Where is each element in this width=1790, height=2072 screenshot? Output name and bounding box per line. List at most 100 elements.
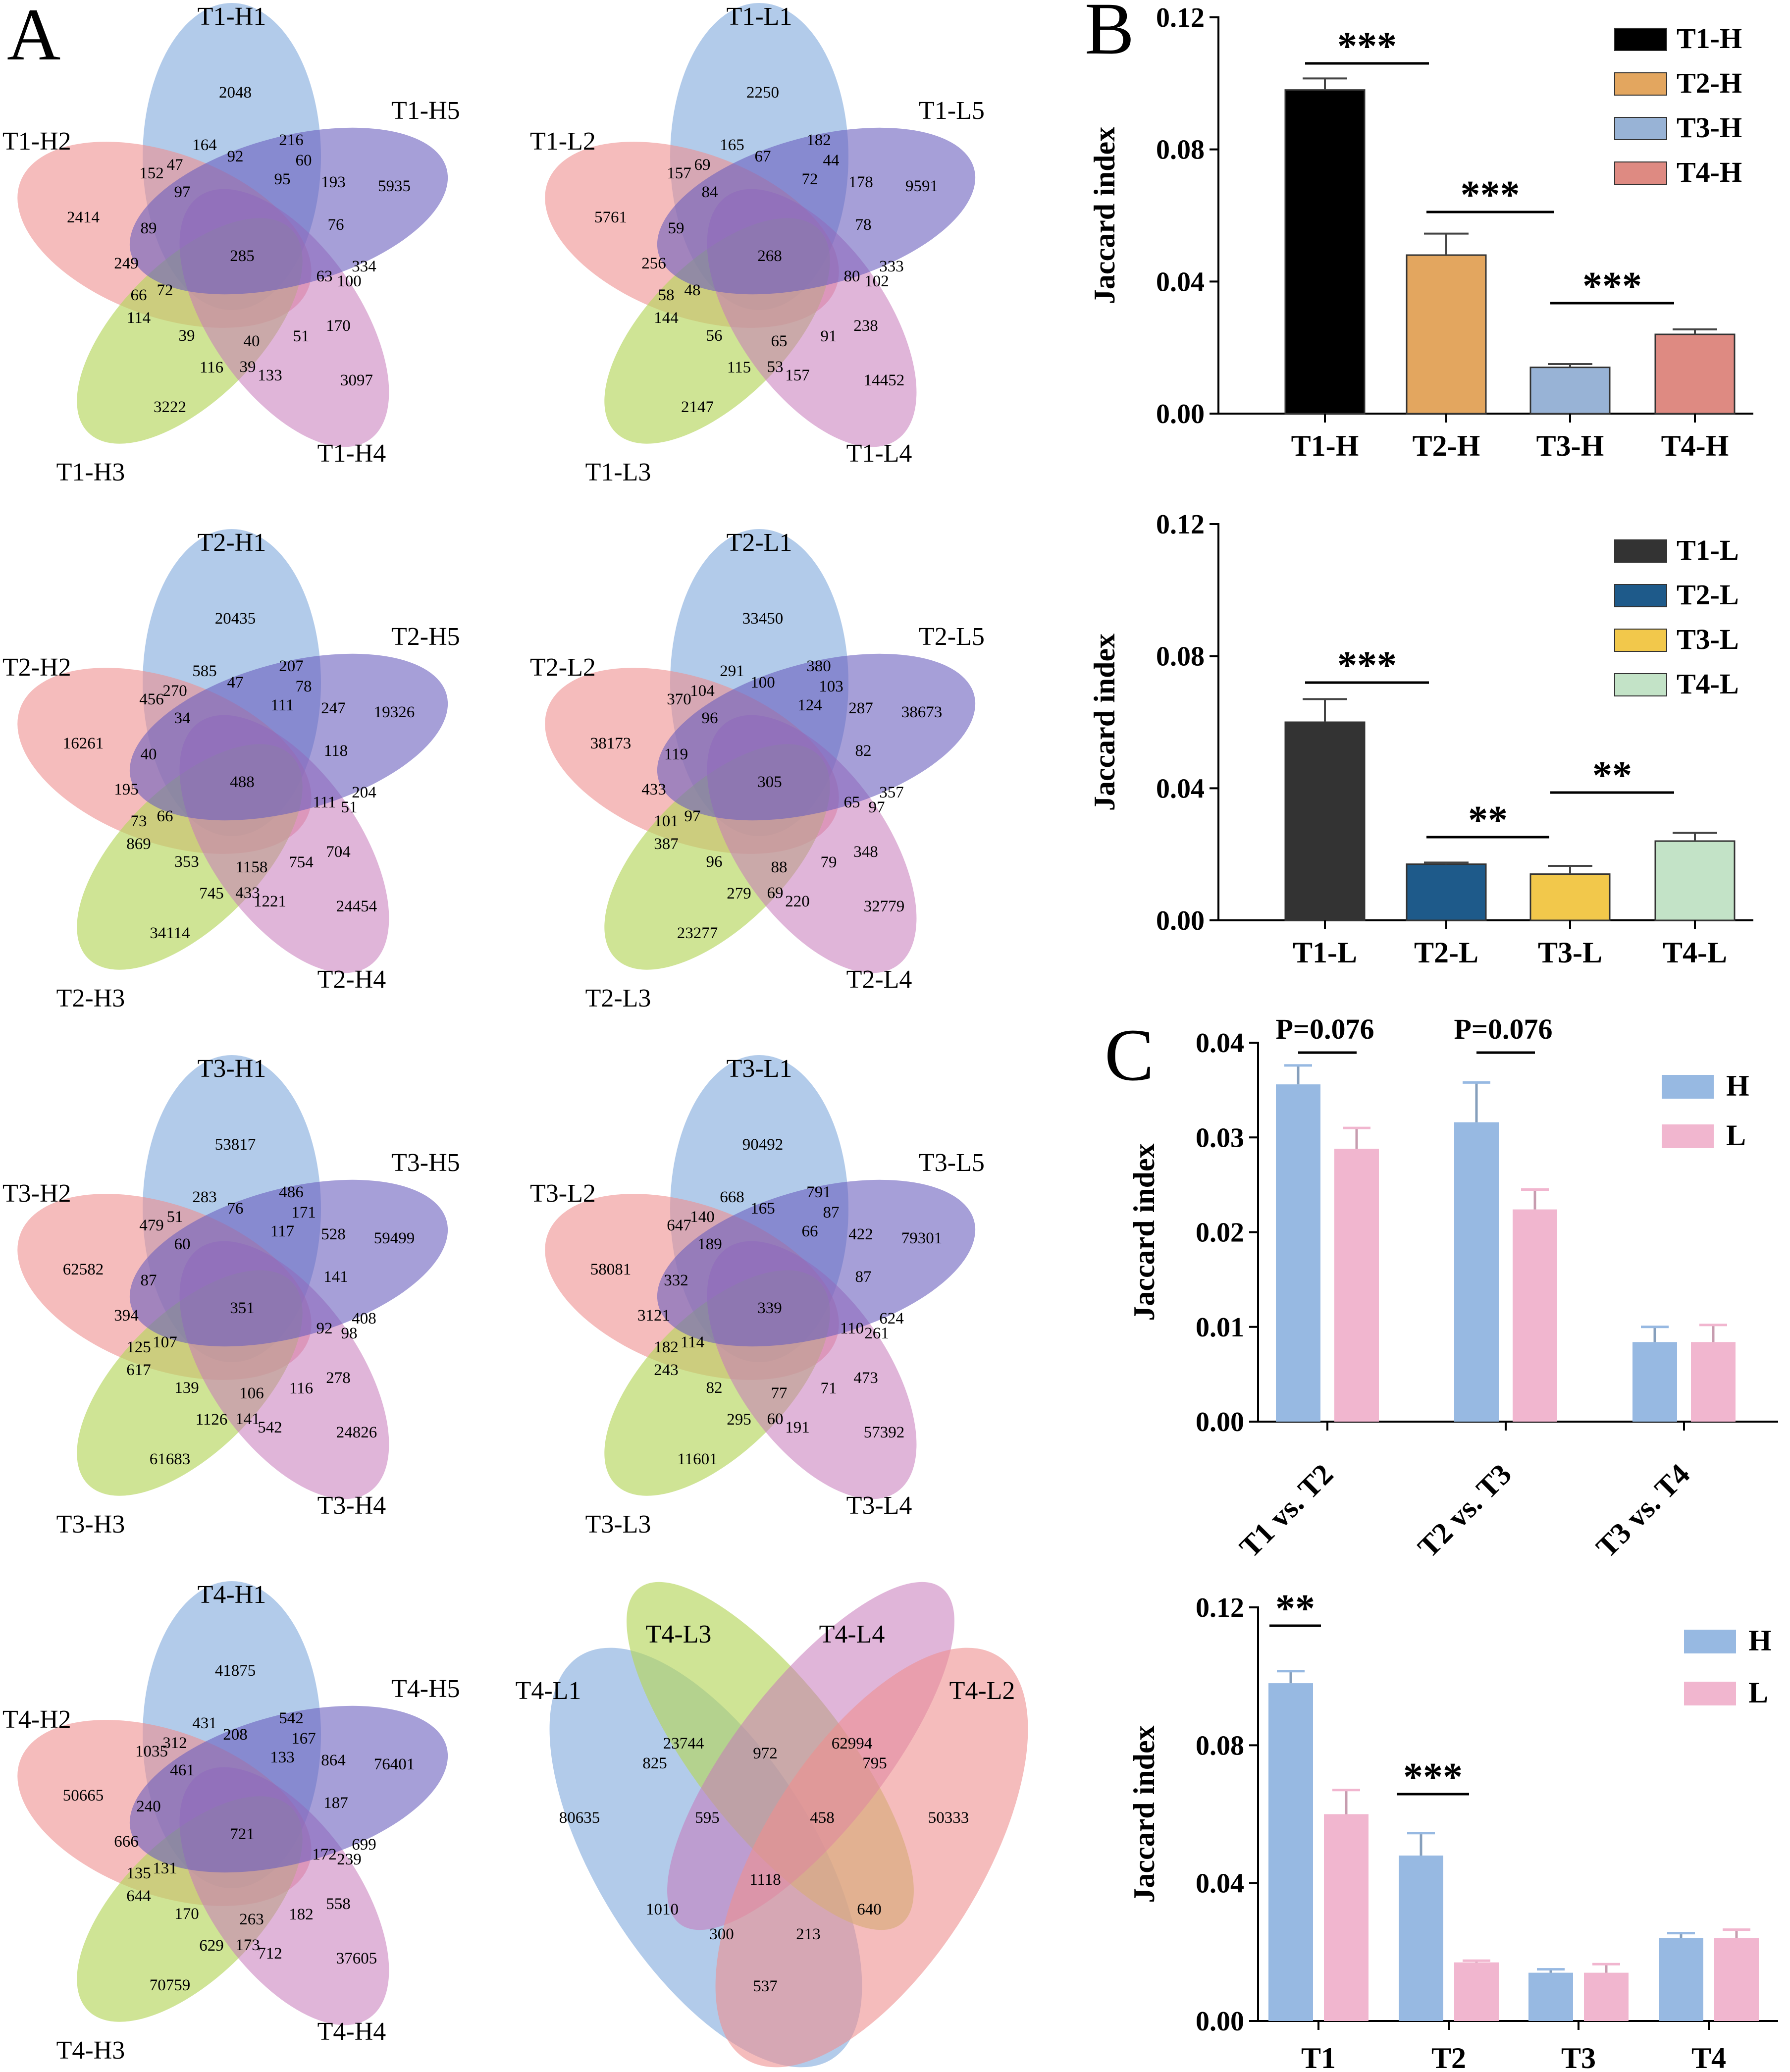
- venn-count: 721: [230, 1825, 255, 1843]
- venn-count: 60: [174, 1235, 191, 1253]
- venn-count: 104: [690, 682, 715, 700]
- venn-count: 14452: [864, 372, 905, 389]
- venn-count: 157: [667, 164, 691, 182]
- legend-swatch: [1614, 161, 1667, 185]
- venn-count: 171: [291, 1204, 316, 1222]
- legend-swatch: [1614, 584, 1667, 607]
- legend-label: T4-L: [1677, 668, 1739, 700]
- y-tick-label: 0.12: [1196, 1593, 1244, 1623]
- venn-count: 41875: [215, 1662, 256, 1680]
- venn-count: 699: [352, 1836, 376, 1854]
- legend-label: T2-L: [1677, 579, 1739, 611]
- venn-count: 339: [757, 1299, 782, 1317]
- bar-H: [1659, 1938, 1703, 2021]
- y-tick-label: 0.01: [1196, 1312, 1244, 1343]
- significance-stars: ***: [1337, 644, 1397, 688]
- bar-L: [1714, 1938, 1759, 2021]
- venn-count: 157: [785, 367, 810, 384]
- venn-count: 61683: [150, 1450, 191, 1468]
- venn-count: 357: [879, 784, 904, 801]
- legend-label: H: [1726, 1069, 1749, 1102]
- venn-count: 107: [153, 1333, 177, 1351]
- bar-L: [1691, 1342, 1736, 1422]
- venn-count: 89: [141, 219, 157, 237]
- venn-count: 1010: [646, 1901, 679, 1918]
- x-tick-label: T3-H: [1536, 429, 1604, 462]
- venn-count: 456: [139, 691, 164, 708]
- venn-diagrams: T1-H1 T1-H2 T1-H3 T1-H4 T1-H5 2048 2414 3222 309…: [2, 2, 1028, 2068]
- x-tick-label: T1 vs. T2: [1233, 1458, 1339, 1564]
- y-tick-label: 0.12: [1156, 509, 1205, 540]
- significance-stars: ***: [1461, 173, 1520, 217]
- bar-H: [1632, 1342, 1677, 1422]
- venn-count: 76: [227, 1200, 244, 1218]
- venn-count: 38173: [590, 735, 632, 752]
- venn-count: 433: [641, 781, 666, 798]
- significance-stars: ***: [1337, 25, 1397, 68]
- venn-count: 647: [667, 1217, 691, 1234]
- venn-count: 103: [819, 678, 843, 695]
- venn-count: 50333: [928, 1809, 969, 1827]
- venn-count: 283: [192, 1188, 217, 1206]
- venn-set-label: T1-H1: [198, 2, 266, 31]
- venn-count: 864: [321, 1752, 346, 1769]
- venn-count: 39: [240, 358, 256, 376]
- venn-count: 220: [785, 893, 810, 910]
- venn-set-label: T3-H3: [56, 1510, 125, 1539]
- venn-count: 96: [706, 853, 723, 871]
- venn-count: 114: [127, 309, 151, 327]
- venn-set-label: T3-H1: [198, 1055, 266, 1083]
- bar-L: [1584, 1972, 1629, 2021]
- venn-count: 164: [192, 136, 217, 154]
- x-tick-label: T4-H: [1661, 429, 1729, 462]
- venn-count: 78: [855, 216, 872, 234]
- bar-H: [1454, 1122, 1499, 1422]
- x-tick-label: T1: [1301, 2042, 1336, 2072]
- venn-count: 268: [757, 247, 782, 265]
- y-axis-label: Jaccard index: [1128, 1143, 1160, 1321]
- venn-count: 76: [328, 216, 344, 234]
- venn-set-label: T2-L3: [585, 984, 651, 1012]
- venn-count: 312: [162, 1734, 187, 1752]
- venn-set-label: T3-H2: [2, 1179, 71, 1208]
- venn-count: 62582: [63, 1261, 104, 1278]
- panel-label-c: C: [1105, 1014, 1154, 1096]
- venn-count: 479: [139, 1217, 164, 1234]
- venn-set-label: T4-L1: [516, 1677, 581, 1705]
- venn-count: 70759: [150, 1976, 191, 1994]
- venn-count: 73: [131, 812, 147, 830]
- venn-count: 69: [694, 156, 711, 174]
- venn-count: 144: [654, 309, 679, 327]
- venn-count: 278: [326, 1369, 351, 1387]
- venn-count: 133: [270, 1749, 295, 1766]
- legend-swatch: [1684, 1630, 1736, 1653]
- legend-label: T2-H: [1677, 67, 1742, 99]
- venn-count: 72: [802, 170, 818, 188]
- legend-swatch: [1662, 1124, 1714, 1148]
- venn-count: 23277: [677, 924, 718, 942]
- legend-swatch: [1614, 629, 1667, 652]
- venn-count: 51: [167, 1208, 183, 1226]
- venn-count: 666: [114, 1833, 139, 1851]
- significance-stars: **: [1468, 798, 1508, 842]
- significance-stars: **: [1275, 1587, 1315, 1631]
- venn-count: 66: [131, 286, 147, 304]
- legend-swatch: [1614, 72, 1667, 96]
- venn-count: 247: [321, 699, 346, 717]
- venn-set-label: T1-H4: [317, 439, 386, 468]
- y-axis-label: Jaccard index: [1128, 1725, 1160, 1903]
- venn-count: 261: [864, 1325, 889, 1342]
- venn-count: 139: [174, 1379, 199, 1397]
- venn-count: 542: [279, 1709, 304, 1727]
- venn-petal-5: [129, 1705, 448, 1873]
- venn-petal-5: [129, 1179, 448, 1347]
- venn-count: 165: [750, 1200, 775, 1218]
- venn-count: 34: [174, 709, 191, 727]
- venn-count: 182: [806, 131, 831, 149]
- venn-count: 67: [755, 148, 771, 165]
- venn-count: 213: [796, 1925, 821, 1943]
- venn-count: 3222: [154, 398, 186, 416]
- venn-set-label: T3-H4: [317, 1491, 386, 1520]
- venn-count: 204: [352, 784, 376, 801]
